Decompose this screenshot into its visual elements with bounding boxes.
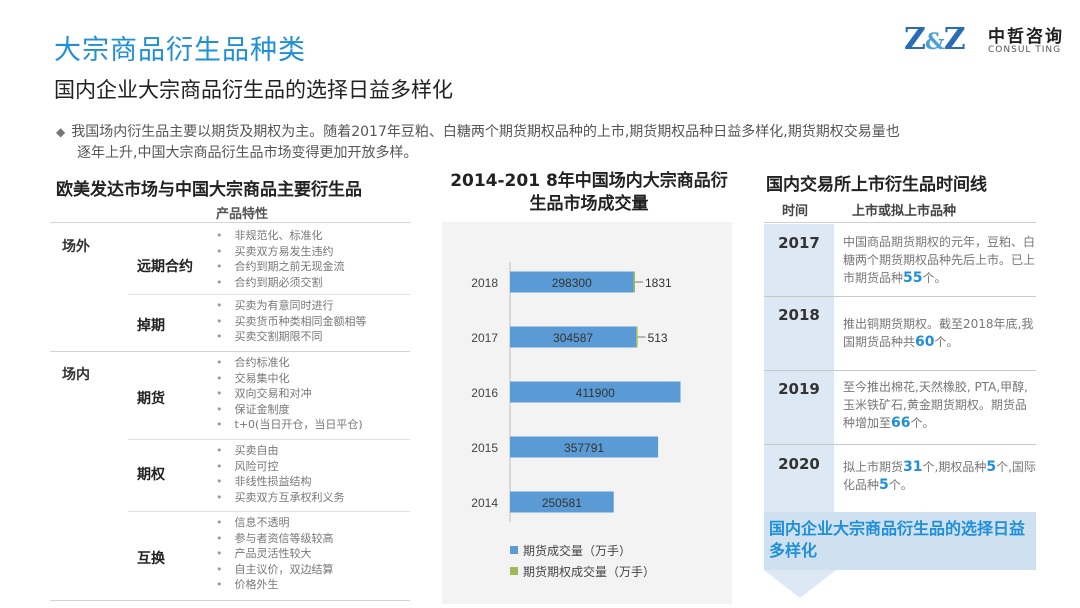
data-label-futures: 298300 (552, 276, 592, 290)
list-item: 自主议价，双边结算 (220, 562, 334, 578)
data-label-futures: 304587 (553, 331, 593, 345)
logo-name-en: CONSUL TING (988, 45, 1062, 55)
timeline-year-2018: 2018 (778, 306, 820, 324)
timeline-col-item: 上市或拟上市品种 (852, 204, 957, 219)
logo-name-cn: 中哲咨询 (988, 27, 1064, 47)
list-item: 价格外生 (220, 577, 334, 593)
timeline-desc-2020: 拟上市期货31个,期权品种5个,国际化品种5个。 (843, 459, 1036, 493)
page-title: 大宗商品衍生品种类 (54, 35, 306, 66)
type-forward: 远期合约 (137, 259, 193, 275)
divider (764, 444, 1036, 445)
list-item: 合约到期必须交割 (220, 275, 345, 291)
category-label: 2016 (471, 386, 498, 400)
category-label: 2015 (471, 441, 498, 455)
list-item: 买卖交割期限不同 (220, 329, 367, 345)
divider (128, 439, 410, 440)
bar-futures (510, 271, 634, 293)
category-label: 2018 (471, 276, 498, 290)
data-label-futures: 411900 (576, 386, 615, 400)
bar-options (633, 271, 635, 293)
list-item: 非线性损益结构 (220, 474, 345, 490)
category-label: 2017 (471, 331, 498, 345)
list-item: 买卖为有意同时进行 (220, 298, 367, 314)
divider (128, 511, 410, 512)
timeline-col-time: 时间 (782, 204, 809, 219)
list-item: 非规范化、标准化 (220, 228, 345, 244)
bar-chart: 2018 298300 1831 2017 304587 513 2016 411900 201… (471, 262, 681, 522)
list-item: 风险可控 (220, 459, 345, 475)
logo-mark: Z&Z (904, 22, 966, 57)
category-exchange: 场内 (62, 367, 90, 383)
timeline-desc-2018: 推出铜期货期权。截至2018年底,我国期货品种共60个。 (843, 317, 1034, 350)
legend-swatch-futures (510, 546, 518, 554)
data-label-futures: 357791 (564, 441, 604, 455)
divider (764, 222, 1036, 223)
list-item: 信息不透明 (220, 515, 334, 531)
bar-futures (510, 381, 681, 403)
down-arrow-icon (764, 570, 836, 598)
bar-futures (510, 436, 659, 458)
timeline-title: 国内交易所上市衍生品时间线 (766, 175, 987, 195)
list-item: 合约到期之前无现金流 (220, 259, 345, 275)
legend-options: 期货期权成交量（万手） (510, 563, 655, 580)
intro-paragraph: ◆ 我国场内衍生品主要以期货及期权为主。随着2017年豆粕、白糖两个期货期权品种的… (56, 124, 900, 161)
left-table-title: 欧美发达市场与中国大宗商品主要衍生品 (56, 180, 362, 200)
bar-options (636, 326, 638, 348)
chart-title: 2014-201 8年中国场内大宗商品衍生品市场成交量 (450, 171, 728, 214)
list-item: 参与者资信等级较高 (220, 531, 334, 547)
divider (50, 222, 410, 223)
conclusion-text: 国内企业大宗商品衍生品的选择日益多样化 (769, 519, 1026, 560)
type-futures: 期货 (137, 391, 165, 407)
features-futures: 合约标准化 交易集中化 双向交易和对冲 保证金制度 t+0(当日开仓，当日平仓) (220, 355, 363, 433)
list-item: t+0(当日开仓，当日平仓) (220, 417, 363, 433)
timeline-desc-2019: 至今推出棉花,天然橡胶, PTA,甲醇,玉米铁矿石,黄金期货期权。期货品种增加至… (843, 380, 1028, 431)
list-item: 买卖双方互承权利义务 (220, 490, 345, 506)
category-otc: 场外 (62, 239, 90, 255)
list-item: 产品灵活性较大 (220, 546, 334, 562)
timeline-year-column (764, 224, 834, 512)
features-swap-period: 买卖为有意同时进行 买卖货币种类相同金额相等 买卖交割期限不同 (220, 298, 367, 345)
timeline-year-2020: 2020 (778, 455, 820, 473)
list-item: 买卖双方易发生违约 (220, 244, 345, 260)
type-swap-period: 掉期 (137, 318, 165, 334)
left-table-header: 产品特性 (216, 207, 269, 222)
features-swap: 信息不透明 参与者资信等级较高 产品灵活性较大 自主议价，双边结算 价格外生 (220, 515, 334, 593)
data-label-options: 1831 (645, 276, 672, 290)
category-label: 2014 (471, 496, 498, 510)
divider (128, 294, 410, 295)
page-subtitle: 国内企业大宗商品衍生品的选择日益多样化 (54, 78, 453, 102)
data-label-options: 513 (648, 331, 668, 345)
list-item: 保证金制度 (220, 402, 363, 418)
legend-swatch-options (510, 567, 518, 575)
list-item: 合约标准化 (220, 355, 363, 371)
timeline-year-2017: 2017 (778, 234, 820, 252)
list-item: 买卖自由 (220, 443, 345, 459)
divider (50, 351, 410, 352)
features-options: 买卖自由 风险可控 非线性损益结构 买卖双方互承权利义务 (220, 443, 345, 505)
company-logo: Z&Z 中哲咨询 CONSUL TING (904, 20, 1064, 60)
conclusion-band (764, 512, 1036, 570)
bar-futures (510, 326, 637, 348)
list-item: 双向交易和对冲 (220, 386, 363, 402)
list-item: 买卖货币种类相同金额相等 (220, 314, 367, 330)
legend-futures: 期货成交量（万手） (510, 542, 631, 559)
list-item: 交易集中化 (220, 371, 363, 387)
type-options: 期权 (137, 467, 165, 483)
divider (764, 370, 1036, 371)
bar-futures (510, 491, 614, 513)
features-forward: 非规范化、标准化 买卖双方易发生违约 合约到期之前无现金流 合约到期必须交割 (220, 228, 345, 290)
data-label-futures: 250581 (542, 496, 582, 510)
divider (50, 600, 410, 601)
timeline-desc-2017: 中国商品期货期权的元年，豆粕、白糖两个期货期权品种先后上市。已上市期货品种55个… (843, 235, 1036, 286)
timeline-year-2019: 2019 (778, 380, 820, 398)
type-swap: 互换 (137, 551, 165, 567)
divider (764, 296, 1036, 297)
diamond-bullet-icon: ◆ (56, 125, 66, 139)
